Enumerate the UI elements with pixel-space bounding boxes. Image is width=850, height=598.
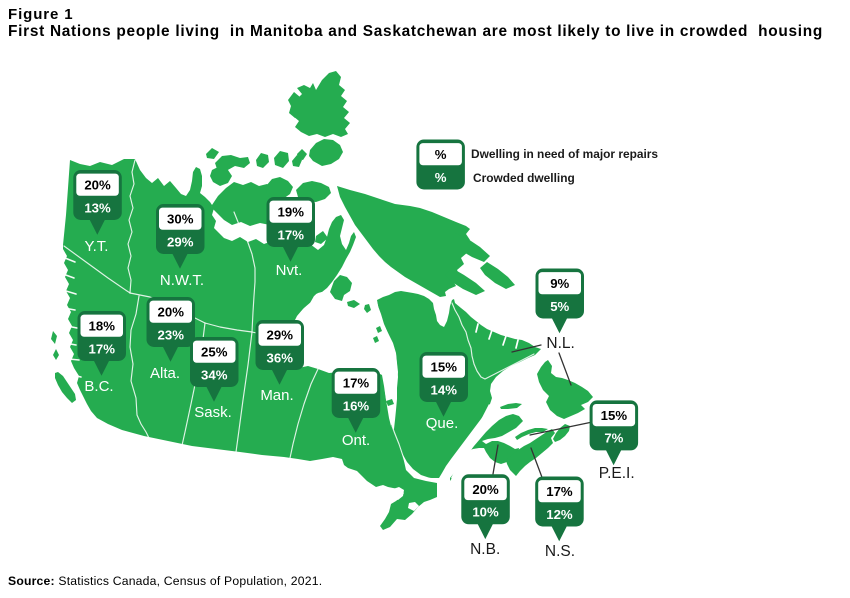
svg-text:5%: 5% xyxy=(550,299,569,314)
svg-text:Ont.: Ont. xyxy=(342,432,370,449)
svg-text:13%: 13% xyxy=(84,200,111,215)
svg-text:14%: 14% xyxy=(431,382,458,397)
svg-text:29%: 29% xyxy=(267,328,294,343)
svg-text:17%: 17% xyxy=(343,376,370,391)
svg-text:N.L.: N.L. xyxy=(546,335,574,352)
svg-text:Alta.: Alta. xyxy=(150,365,180,382)
svg-text:16%: 16% xyxy=(343,398,370,413)
svg-text:34%: 34% xyxy=(201,367,228,382)
svg-text:15%: 15% xyxy=(601,408,628,423)
svg-text:10%: 10% xyxy=(472,505,499,520)
svg-text:23%: 23% xyxy=(158,327,185,342)
svg-text:17%: 17% xyxy=(89,341,116,356)
svg-text:29%: 29% xyxy=(167,234,194,249)
svg-text:B.C.: B.C. xyxy=(84,378,113,395)
svg-text:17%: 17% xyxy=(546,484,573,499)
svg-text:20%: 20% xyxy=(84,178,111,193)
svg-text:Que.: Que. xyxy=(426,415,459,432)
svg-text:N.B.: N.B. xyxy=(470,541,500,558)
svg-text:12%: 12% xyxy=(546,507,573,522)
svg-text:N.S.: N.S. xyxy=(545,543,575,560)
svg-text:Dwelling in need of major repa: Dwelling in need of major repairs xyxy=(471,147,658,161)
svg-text:30%: 30% xyxy=(167,212,194,227)
svg-text:N.W.T.: N.W.T. xyxy=(160,272,204,289)
svg-text:Y.T.: Y.T. xyxy=(85,238,109,255)
svg-text:25%: 25% xyxy=(201,345,228,360)
svg-text:36%: 36% xyxy=(267,350,294,365)
svg-text:Man.: Man. xyxy=(260,387,293,404)
svg-text:17%: 17% xyxy=(278,227,305,242)
svg-text:18%: 18% xyxy=(89,319,116,334)
svg-text:Sask.: Sask. xyxy=(194,404,232,421)
svg-text:Nvt.: Nvt. xyxy=(276,262,303,279)
svg-text:9%: 9% xyxy=(550,276,569,291)
svg-text:15%: 15% xyxy=(431,360,458,375)
svg-text:P.E.I.: P.E.I. xyxy=(599,465,635,482)
svg-text:Crowded dwelling: Crowded dwelling xyxy=(473,171,575,185)
svg-text:%: % xyxy=(435,147,447,162)
svg-text:19%: 19% xyxy=(278,205,305,220)
svg-text:%: % xyxy=(435,170,447,185)
svg-text:20%: 20% xyxy=(158,305,185,320)
svg-text:20%: 20% xyxy=(472,482,499,497)
svg-text:7%: 7% xyxy=(604,431,623,446)
